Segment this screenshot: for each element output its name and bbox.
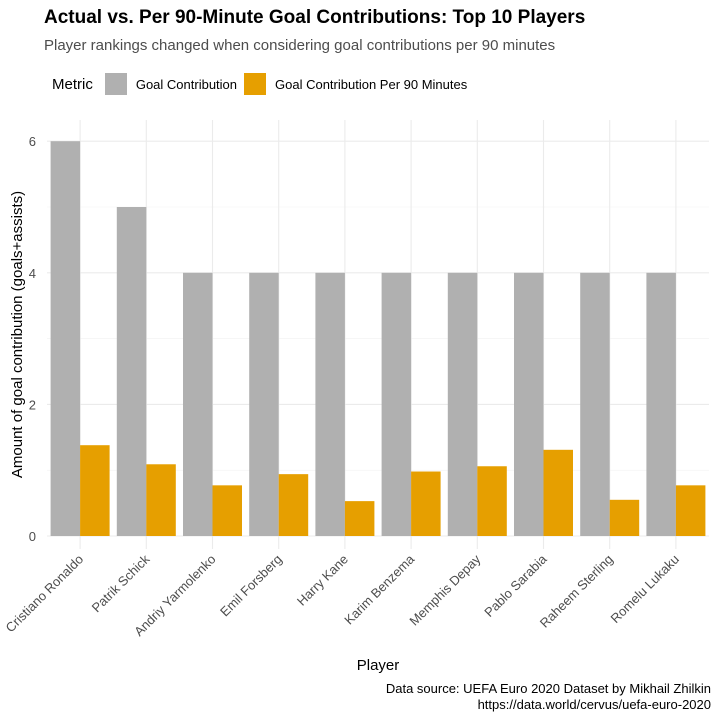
x-tick-label: Romelu Lukaku — [608, 552, 682, 626]
legend-title: Metric — [52, 75, 93, 93]
x-axis-label: Player — [357, 657, 400, 674]
bar-per-90 — [609, 499, 640, 536]
bar-goal-contribution — [447, 272, 478, 536]
legend: Metric Goal Contribution Goal Contributi… — [52, 71, 474, 97]
bar-goal-contribution — [580, 272, 610, 536]
x-tick-label: Cristiano Ronaldo — [3, 552, 87, 636]
x-tick-label: Pablo Sarabia — [481, 551, 550, 620]
bar-goal-contribution — [183, 272, 213, 536]
caption-source: Data source: UEFA Euro 2020 Dataset by M… — [385, 681, 711, 696]
legend-label-per-90: Goal Contribution Per 90 Minutes — [275, 76, 468, 92]
bar-goal-contribution — [381, 272, 412, 536]
legend-item-per-90: Goal Contribution Per 90 Minutes — [244, 73, 467, 95]
legend-swatch-per-90 — [244, 73, 267, 95]
bar-goal-contribution — [315, 272, 345, 536]
legend-item-goal-contribution: Goal Contribution — [104, 73, 238, 95]
bar-goal-contribution — [116, 207, 147, 536]
y-tick-label: 4 — [29, 266, 36, 281]
bar-goal-contribution — [646, 272, 676, 536]
chart-subtitle: Player rankings changed when considering… — [44, 37, 556, 54]
bar-per-90 — [543, 449, 573, 536]
legend-swatch-goal-contribution — [104, 73, 127, 95]
x-tick-label: Patrik Schick — [89, 551, 153, 615]
bar-goal-contribution — [249, 272, 279, 536]
bar-per-90 — [278, 474, 309, 536]
bar-per-90 — [477, 466, 507, 536]
x-tick-label: Emil Forsberg — [217, 552, 285, 620]
bar-per-90 — [146, 464, 176, 536]
x-tick-label: Karim Benzema — [341, 551, 418, 628]
y-axis-ticks: 0 2 4 6 — [29, 134, 36, 544]
chart-title: Actual vs. Per 90-Minute Goal Contributi… — [44, 7, 586, 28]
legend-label-goal-contribution: Goal Contribution — [135, 76, 238, 92]
x-tick-label: Raheem Sterling — [537, 552, 616, 631]
bars — [50, 141, 706, 536]
caption: Data source: UEFA Euro 2020 Dataset by M… — [386, 681, 711, 713]
bar-per-90 — [212, 485, 242, 536]
bar-per-90 — [344, 501, 375, 536]
caption-url: https://data.world/cervus/uefa-euro-2020 — [477, 697, 711, 712]
bar-per-90 — [675, 485, 706, 536]
y-tick-label: 6 — [29, 134, 36, 149]
x-tick-label: Harry Kane — [294, 552, 351, 609]
bar-goal-contribution — [50, 141, 81, 536]
bar-goal-contribution — [514, 272, 544, 536]
y-tick-label: 0 — [29, 529, 36, 544]
y-tick-label: 2 — [29, 397, 36, 412]
y-axis-label: Amount of goal contribution (goals+assis… — [9, 191, 26, 478]
bar-per-90 — [80, 445, 110, 536]
bar-per-90 — [411, 471, 441, 536]
x-tick-label: Memphis Depay — [406, 551, 483, 628]
